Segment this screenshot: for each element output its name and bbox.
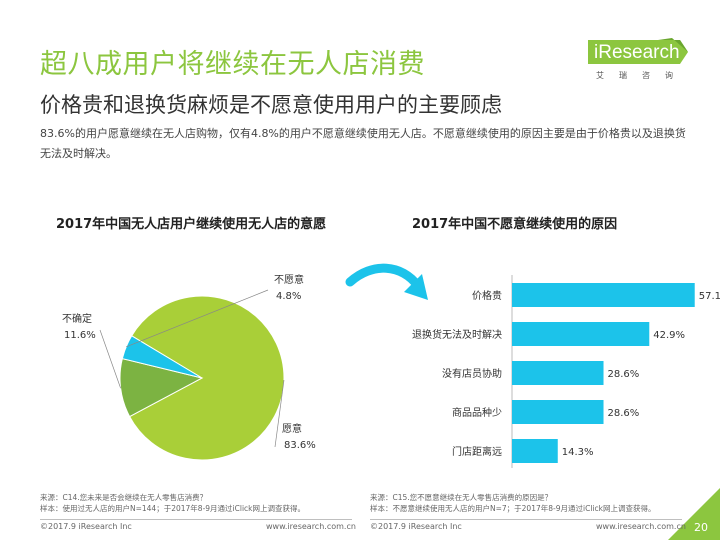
bar-category-3: 商品品种少 bbox=[452, 406, 502, 419]
corner-decoration-icon bbox=[668, 488, 720, 540]
bar-category-2: 没有店员协助 bbox=[442, 367, 502, 380]
source-note-left-line2: 样本：使用过无人店的用户N=144；于2017年8-9月通过iClick网上调查… bbox=[40, 504, 305, 513]
source-note-right-line1: 来源：C15.您不愿意继续在无人零售店消费的原因是？ bbox=[370, 493, 553, 502]
arrow-icon bbox=[345, 263, 428, 300]
bar-value-label-3: 28.6% bbox=[608, 408, 640, 419]
source-note-right: 来源：C15.您不愿意继续在无人零售店消费的原因是？ 样本：不愿意继续使用无人店… bbox=[370, 492, 655, 514]
pie-label-value-2: 4.8% bbox=[276, 291, 301, 302]
bar-0 bbox=[512, 283, 695, 307]
pie-label-value-1: 11.6% bbox=[64, 330, 96, 341]
pie-leader-1 bbox=[99, 329, 121, 389]
pie-slice-0 bbox=[128, 295, 285, 461]
source-note-right-line2: 样本：不愿意继续使用无人店的用户N=7；于2017年8-9月通过iClick网上… bbox=[370, 504, 656, 513]
logo-cn: 艾瑞咨询 bbox=[596, 71, 688, 80]
iresearch-logo: iResearch 艾瑞咨询 bbox=[588, 38, 688, 84]
bar-category-4: 门店距离远 bbox=[452, 445, 502, 458]
bar-category-0: 价格贵 bbox=[472, 289, 502, 302]
pie-label-value-0: 83.6% bbox=[284, 440, 316, 451]
copyright-left: ©2017.9 iResearch Inc bbox=[40, 522, 132, 531]
bar-value-label-4: 14.3% bbox=[562, 447, 594, 458]
footer-divider-right bbox=[370, 519, 682, 520]
bar-value-label-0: 57.1% bbox=[699, 291, 720, 302]
website-left[interactable]: www.iresearch.com.cn bbox=[266, 522, 356, 531]
footer-divider-left bbox=[40, 519, 352, 520]
logo-badge-icon bbox=[588, 38, 688, 64]
page-number: 20 bbox=[694, 521, 708, 534]
bar-1 bbox=[512, 322, 650, 346]
pie-label-name-1: 不确定 bbox=[62, 312, 92, 325]
source-note-left-line1: 来源：C14.您未来是否会继续在无人零售店消费？ bbox=[40, 493, 208, 502]
page-title: 超八成用户将继续在无人店消费 bbox=[40, 49, 425, 80]
bar-value-label-1: 42.9% bbox=[653, 330, 685, 341]
bar-3 bbox=[512, 400, 604, 424]
logo-word: iResearch bbox=[594, 42, 680, 63]
pie-chart-title: 2017年中国无人店用户继续使用无人店的意愿 bbox=[56, 217, 327, 232]
website-right[interactable]: www.iresearch.com.cn bbox=[596, 522, 686, 531]
bar-chart: 价格贵 57.1% 退换货无法及时解决 42.9% 没有店员协助 28.6% 商品品种少 28… bbox=[412, 275, 720, 468]
pie-label-name-2: 不愿意 bbox=[274, 273, 304, 286]
pie-label-name-0: 愿意 bbox=[282, 422, 302, 435]
copyright-right: ©2017.9 iResearch Inc bbox=[370, 522, 462, 531]
bar-category-1: 退换货无法及时解决 bbox=[412, 328, 502, 341]
pie-leader-2 bbox=[126, 289, 269, 348]
bar-4 bbox=[512, 439, 558, 463]
pie-chart: 愿意 83.6% 不确定 11.6% 不愿意 4.8% bbox=[62, 273, 316, 461]
pie-leader-0 bbox=[274, 380, 285, 448]
source-note-left: 来源：C14.您未来是否会继续在无人零售店消费？ 样本：使用过无人店的用户N=1… bbox=[40, 492, 305, 514]
page-subtitle: 价格贵和退换货麻烦是不愿意使用用户的主要顾虑 bbox=[40, 93, 502, 117]
bar-chart-title: 2017年中国不愿意继续使用的原因 bbox=[412, 217, 618, 232]
bar-value-label-2: 28.6% bbox=[608, 369, 640, 380]
bar-2 bbox=[512, 361, 604, 385]
summary-text: 83.6%的用户愿意继续在无人店购物，仅有4.8%的用户不愿意继续使用无人店。不… bbox=[40, 127, 686, 160]
